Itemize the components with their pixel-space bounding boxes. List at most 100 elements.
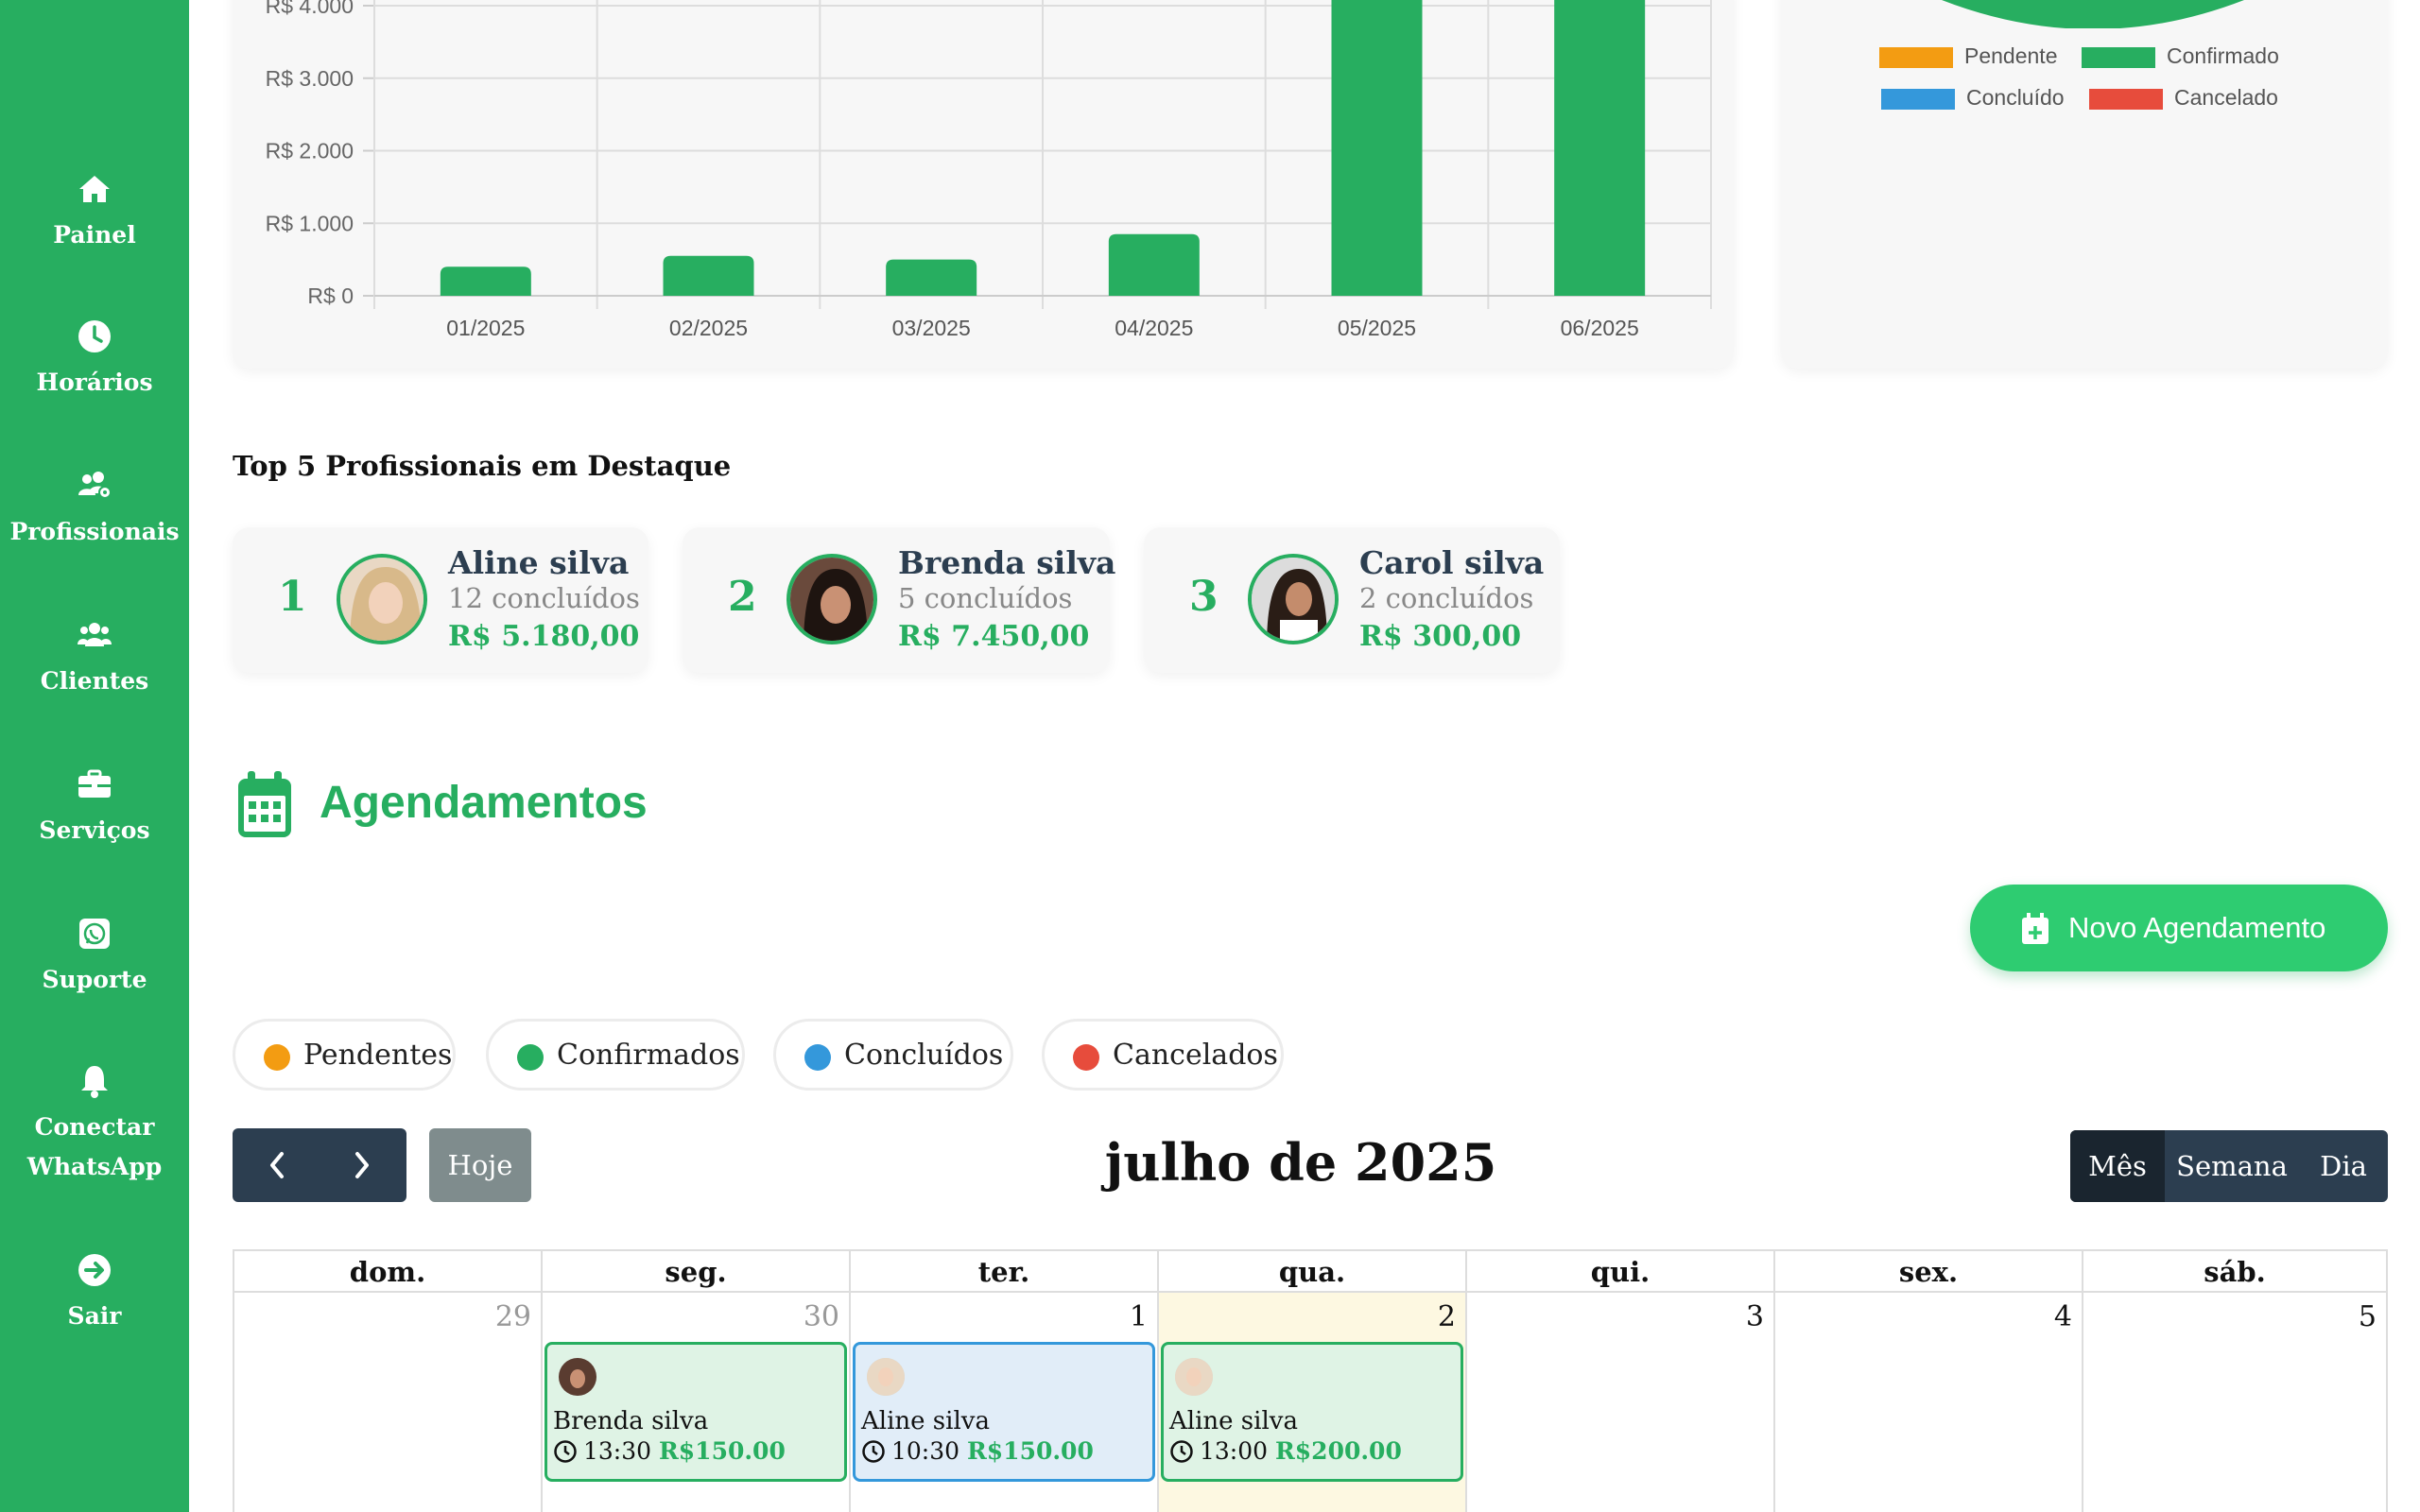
bar-06/2025	[1554, 0, 1646, 296]
pro-rank: 3	[1189, 573, 1219, 621]
legend-label: Cancelado	[2174, 85, 2278, 110]
pro-count: 2 concluídos	[1359, 582, 1534, 614]
sidebar-item-painel[interactable]: Painel	[0, 170, 189, 255]
sidebar-item-servicos[interactable]: Serviços	[0, 765, 189, 850]
pro-value: R$ 7.450,00	[898, 620, 1090, 653]
x-tick-label: 04/2025	[1115, 316, 1193, 340]
legend-label: Concluído	[1966, 85, 2065, 110]
sidebar-item-clientes[interactable]: Clientes	[0, 616, 189, 701]
home-icon	[79, 176, 110, 202]
calendar-day-cell[interactable]: 4	[1773, 1293, 2083, 1512]
view-week-button[interactable]: Semana	[2176, 1150, 2288, 1182]
status-pie-chart	[1942, 0, 2244, 28]
pro-card[interactable]: 3 Carol silva 2 concluídos R$ 300,00	[1144, 527, 1560, 673]
logout-icon	[78, 1254, 111, 1286]
revenue-chart-card: R$ 0 R$ 1.000 R$ 2.000 R$ 3.000 R$ 4.000 01/2…	[233, 0, 1734, 369]
filter-cancelados[interactable]: Cancelados	[1042, 1019, 1284, 1091]
pro-count: 5 concluídos	[898, 582, 1073, 614]
status-chart-card: Pendente Confirmado Concluído Cancelado	[1781, 0, 2388, 369]
x-tick-label: 06/2025	[1561, 316, 1639, 340]
event-client-name: Brenda silva	[553, 1407, 709, 1435]
y-tick-label: R$ 3.000	[266, 66, 354, 91]
sidebar-item-profissionais[interactable]: Profissionais	[0, 467, 189, 552]
weekday-header: seg.	[541, 1249, 851, 1293]
sidebar-item-conectar-whatsapp[interactable]: Conectar WhatsApp	[0, 1062, 189, 1187]
prev-month-button[interactable]	[233, 1128, 320, 1202]
briefcase-icon	[78, 769, 111, 798]
x-tick-label: 01/2025	[446, 316, 525, 340]
bar-04/2025	[1108, 233, 1200, 296]
pro-count: 12 concluídos	[448, 582, 640, 614]
y-tick-label: R$ 1.000	[266, 211, 354, 235]
agenda-title: Agendamentos	[320, 778, 648, 828]
next-month-button[interactable]	[320, 1128, 406, 1202]
view-month-button[interactable]: Mês	[2070, 1130, 2165, 1202]
appointment-event[interactable]: Aline silva 10:30 R$150.00	[853, 1342, 1155, 1482]
filter-confirmados[interactable]: Confirmados	[486, 1019, 745, 1091]
calendar-day-cell-today[interactable]: 2 Aline silva 13:00 R$200.00	[1157, 1293, 1467, 1512]
whatsapp-icon	[79, 919, 110, 949]
calendar-day-cell[interactable]: 1 Aline silva 10:30 R$150.00	[849, 1293, 1159, 1512]
sidebar-item-sair[interactable]: Sair	[0, 1251, 189, 1336]
calendar-grid: dom. seg. ter. qua. qui. sex. sáb. 29 30…	[233, 1249, 2388, 1512]
calendar-day-cell[interactable]: 30 Brenda silva 13:30 R$150.00	[541, 1293, 851, 1512]
calendar-day-cell[interactable]: 3	[1465, 1293, 1775, 1512]
calendar-nav-group	[233, 1128, 406, 1202]
calendar-icon	[238, 771, 291, 837]
event-price: R$150.00	[659, 1437, 786, 1465]
calendar-day-cell[interactable]: 5	[2082, 1293, 2388, 1512]
status-dot	[264, 1044, 290, 1071]
sidebar-item-label: Suporte	[42, 966, 147, 993]
appointment-event[interactable]: Aline silva 13:00 R$200.00	[1161, 1342, 1463, 1482]
avatar	[1175, 1358, 1213, 1396]
clock-icon	[554, 1440, 577, 1463]
pro-card[interactable]: 1 Aline silva 12 concluídos R$ 5.180,00	[233, 527, 648, 673]
weekday-header: qua.	[1157, 1249, 1467, 1293]
legend-label: Pendente	[1964, 43, 2058, 68]
x-tick-label: 05/2025	[1338, 316, 1416, 340]
legend-item-concluido[interactable]: Concluído	[1881, 85, 2065, 111]
legend-item-cancelado[interactable]: Cancelado	[2089, 85, 2278, 111]
view-day-button[interactable]: Dia	[2320, 1150, 2367, 1182]
filter-label: Concluídos	[844, 1039, 1004, 1072]
legend-label: Confirmado	[2167, 43, 2279, 68]
pro-rank: 2	[728, 573, 757, 621]
pro-card[interactable]: 2 Brenda silva 5 concluídos R$ 7.450,00	[683, 527, 1115, 673]
pro-value: R$ 300,00	[1359, 620, 1522, 653]
filter-pendentes[interactable]: Pendentes	[233, 1019, 456, 1091]
avatar	[1248, 554, 1339, 644]
clock-icon	[1170, 1440, 1193, 1463]
legend-item-confirmado[interactable]: Confirmado	[2082, 43, 2279, 69]
weekday-header: sex.	[1773, 1249, 2083, 1293]
status-dot	[804, 1044, 831, 1071]
new-appointment-button[interactable]: Novo Agendamento	[1970, 885, 2388, 971]
today-button[interactable]: Hoje	[429, 1128, 531, 1202]
x-tick-label: 03/2025	[892, 316, 971, 340]
legend-item-pendente[interactable]: Pendente	[1879, 43, 2057, 69]
view-switcher: Mês Semana Dia	[2070, 1130, 2388, 1202]
day-number: 5	[2358, 1300, 2377, 1333]
day-number: 3	[1745, 1300, 1764, 1333]
legend-swatch	[1879, 46, 1953, 68]
sidebar-item-horarios[interactable]: Horários	[0, 318, 189, 403]
appointment-event[interactable]: Brenda silva 13:30 R$150.00	[544, 1342, 847, 1482]
avatar	[559, 1358, 596, 1396]
sidebar-item-label: WhatsApp	[26, 1153, 163, 1180]
sidebar-item-suporte[interactable]: Suporte	[0, 915, 189, 1000]
pro-name: Aline silva	[448, 544, 630, 581]
filter-concluidos[interactable]: Concluídos	[773, 1019, 1013, 1091]
bar-02/2025	[663, 255, 754, 296]
legend-swatch	[2089, 88, 2163, 110]
avatar	[867, 1358, 905, 1396]
status-dot	[1073, 1044, 1099, 1071]
sidebar-item-label: Horários	[36, 369, 153, 396]
filter-label: Pendentes	[303, 1039, 453, 1072]
pro-value: R$ 5.180,00	[448, 620, 640, 653]
avatar	[337, 554, 427, 644]
y-tick-label: R$ 4.000	[266, 0, 354, 18]
bell-icon	[81, 1066, 108, 1098]
calendar-day-cell[interactable]: 29	[233, 1293, 543, 1512]
avatar	[786, 554, 877, 644]
pro-name: Brenda silva	[898, 544, 1116, 581]
event-client-name: Aline silva	[861, 1407, 990, 1435]
